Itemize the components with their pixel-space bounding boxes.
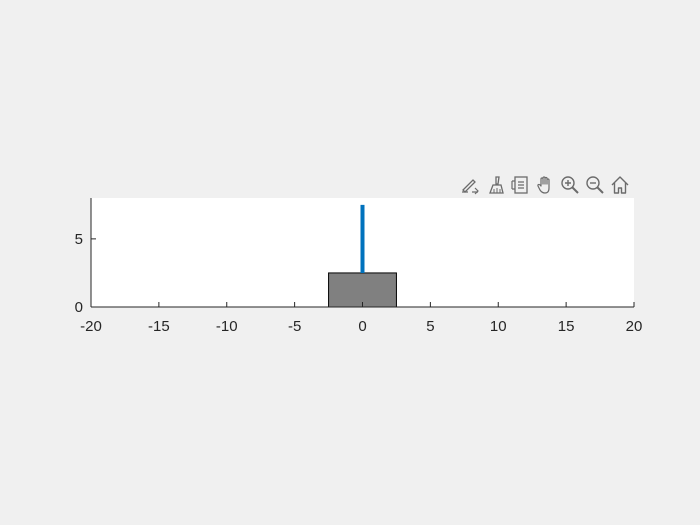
x-tick-label: 20 [626, 318, 643, 335]
data-tips-button[interactable] [458, 173, 482, 197]
x-tick-label: -15 [148, 318, 170, 335]
cart-rectangle [328, 272, 397, 308]
brush-icon [489, 176, 504, 194]
linked-data-icon [511, 176, 528, 194]
axes-toolbar [458, 173, 632, 197]
home-icon [611, 176, 629, 194]
zoom-in-icon [561, 176, 579, 194]
y-tick-label: 0 [75, 299, 83, 316]
x-tick-label: 15 [558, 318, 575, 335]
x-tick-label: -5 [288, 318, 301, 335]
x-tick-label: -20 [80, 318, 102, 335]
zoom-out-button[interactable] [583, 173, 607, 197]
brush-button[interactable] [483, 173, 507, 197]
x-tick-label: 0 [358, 318, 366, 335]
pan-button[interactable] [533, 173, 557, 197]
linked-data-button[interactable] [508, 173, 532, 197]
data-tips-icon [462, 179, 479, 195]
x-tick-label: -10 [216, 318, 238, 335]
x-tick-label: 10 [490, 318, 507, 335]
zoom-out-icon [586, 176, 604, 194]
y-tick-label: 5 [75, 231, 83, 248]
zoom-in-button[interactable] [558, 173, 582, 197]
pan-hand-icon [537, 176, 550, 194]
x-tick-label: 5 [426, 318, 434, 335]
home-button[interactable] [608, 173, 632, 197]
